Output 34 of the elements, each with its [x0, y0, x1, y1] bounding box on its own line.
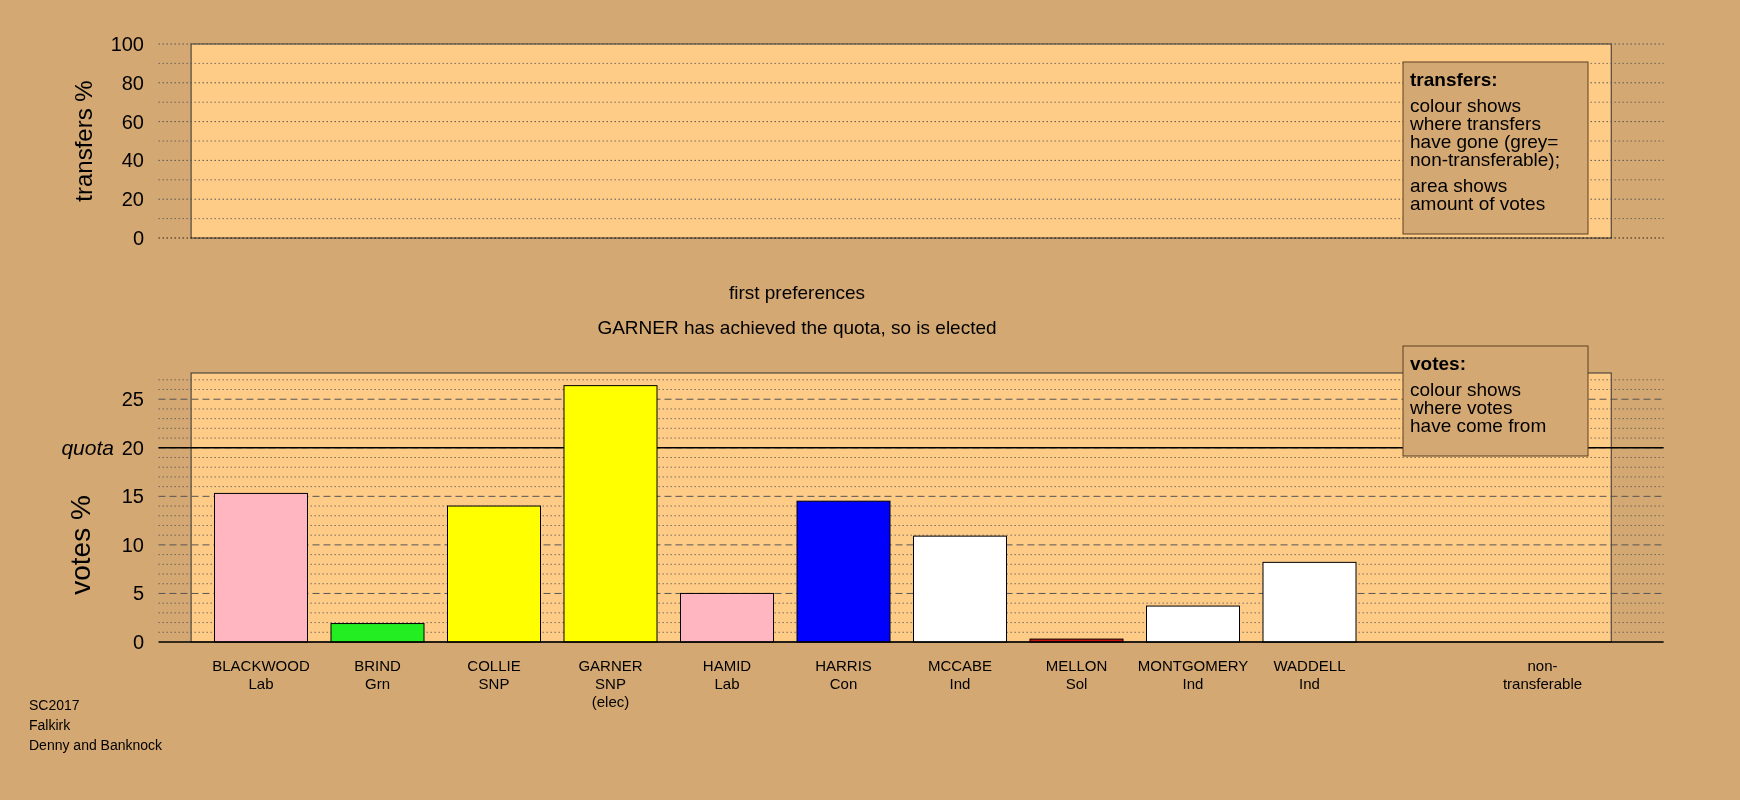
y-tick-label: 60 [121, 110, 144, 133]
x-tick-label: HAMID Lab [702, 657, 752, 692]
y-axis-title: votes % [65, 495, 96, 595]
x-tick-label: MONTGOMERY Ind [1137, 657, 1249, 692]
y-tick-label: 100 [110, 33, 144, 55]
chart-subtitle: GARNER has achieved the quota, so is elected [597, 317, 997, 338]
x-tick-label: MCCABE Ind [927, 657, 993, 692]
x-tick-label: GARNER SNP (elec) [578, 657, 643, 710]
y-tick-label: 5 [132, 582, 144, 605]
chart-title: first preferences [728, 282, 866, 303]
annotation: colour shows where votes have come from [1409, 379, 1547, 436]
y-tick-label: 25 [121, 388, 144, 411]
y-tick-label: 15 [121, 485, 144, 508]
x-tick-label: COLLIE SNP [467, 657, 521, 692]
y-tick-label: 10 [121, 533, 144, 556]
annotation: transfers: [1410, 69, 1498, 90]
x-tick-label: WADDELL Ind [1273, 657, 1346, 692]
x-tick-label: non- transferable [1502, 657, 1583, 692]
y-tick-label: 0 [132, 631, 144, 653]
y-axis-title: transfers % [70, 80, 97, 202]
y-tick-label: 80 [121, 71, 144, 94]
x-tick-label: BRIND Grn [354, 657, 401, 692]
ref-line-label: quota [61, 435, 114, 459]
y-tick-label: 20 [121, 188, 144, 211]
y-tick-label: 40 [121, 149, 144, 172]
text: SC2017 Falkirk Denny and Banknock [29, 697, 164, 753]
x-tick-label: HARRIS Con [815, 657, 872, 692]
y-tick-label: 0 [132, 227, 144, 249]
y-tick-label: 20 [121, 436, 144, 459]
annotation: colour shows where transfers have gone (grey= non-transferable); [1409, 95, 1560, 170]
x-tick-label: BLACKWOOD Lab [212, 657, 310, 692]
x-tick-label: MELLON Sol [1045, 657, 1108, 692]
annotation: votes: [1410, 353, 1466, 374]
annotation: area shows amount of votes [1410, 175, 1546, 214]
